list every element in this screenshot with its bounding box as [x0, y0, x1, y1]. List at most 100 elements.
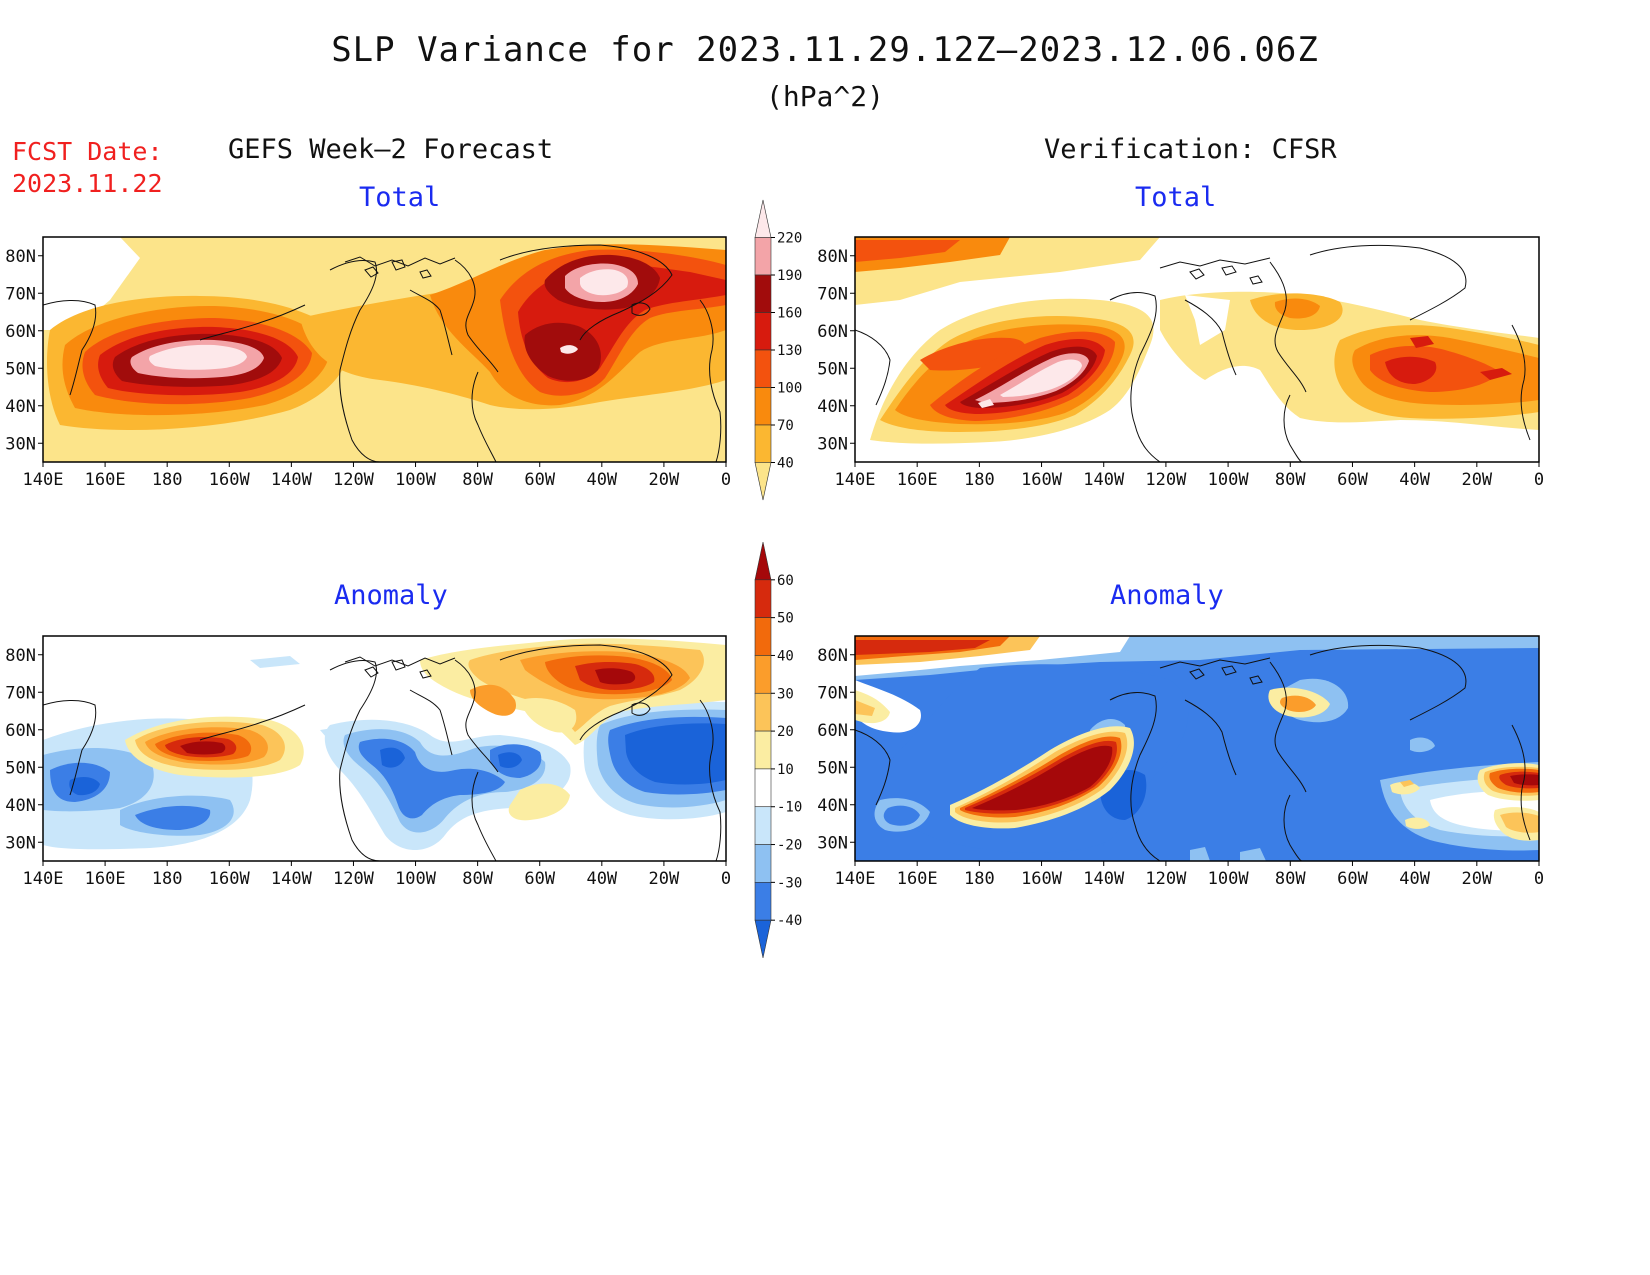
lon-label: 160E — [897, 470, 938, 490]
lat-label: 50N — [817, 758, 848, 778]
map-panel-cfsr-total — [855, 237, 1539, 462]
lon-label: 0 — [1534, 869, 1544, 889]
lon-label: 140W — [271, 470, 313, 490]
lat-label: 80N — [817, 646, 848, 666]
colorbar-label: 60 — [777, 573, 794, 589]
colorbar-swatch — [754, 312, 772, 351]
colorbar-swatch — [754, 541, 772, 581]
axis-group-2: 140E 160E 180 160W 140W 120W 100W 80W 60W 40W 20W 0… — [5, 646, 731, 889]
lon-label: 180 — [964, 470, 995, 490]
map-frame-cfsr-anomaly — [854, 635, 1540, 862]
lon-label: 160E — [85, 869, 126, 889]
lon-label: 40W — [1399, 869, 1430, 889]
lon-label: 100W — [1208, 869, 1250, 889]
colorbar-swatch — [754, 237, 772, 276]
axis-group-1: 140E 160E 180 160W 140W 120W 100W 80W 60W 40W 20W 0… — [817, 247, 1544, 490]
lon-label: 140W — [1083, 470, 1125, 490]
lon-label: 160W — [209, 470, 251, 490]
lon-label: 160W — [1021, 470, 1063, 490]
lon-label: 40W — [586, 869, 617, 889]
panel-subtitle-cfsr-total: Total — [1135, 182, 1217, 213]
map-panel-gefs-anomaly — [43, 636, 726, 861]
forecast-date-value: 2023.11.22 — [12, 169, 163, 198]
lon-label: 160W — [209, 869, 251, 889]
colorbar-label: 160 — [777, 306, 802, 322]
lon-label: 180 — [152, 869, 183, 889]
map-frame-gefs-total — [42, 236, 727, 463]
colorbar-label: 220 — [777, 231, 802, 247]
lon-label: 20W — [1461, 470, 1492, 490]
lat-label: 50N — [5, 758, 36, 778]
lat-label: 60N — [817, 721, 848, 741]
lon-label: 120W — [333, 869, 375, 889]
map-panel-cfsr-anomaly — [855, 636, 1539, 861]
panel-subtitle-gefs-total: Total — [359, 182, 441, 213]
lat-label: 30N — [817, 434, 848, 454]
lat-label: 40N — [817, 796, 848, 816]
lon-label: 80W — [1275, 470, 1306, 490]
lat-label: 60N — [5, 721, 36, 741]
lat-label: 70N — [5, 683, 36, 703]
lon-label: 80W — [1275, 869, 1306, 889]
lat-label: 80N — [817, 247, 848, 267]
colorbar-label: 40 — [777, 648, 794, 664]
colorbar-swatch — [754, 199, 772, 238]
lon-label: 180 — [152, 470, 183, 490]
lat-label: 50N — [817, 359, 848, 379]
colorbar-swatch — [754, 579, 772, 618]
colorbar-label: -10 — [777, 800, 802, 816]
lon-label: 140E — [23, 869, 64, 889]
axis-group-3: 140E 160E 180 160W 140W 120W 100W 80W 60W 40W 20W 0… — [817, 646, 1544, 889]
colorbar-label: 130 — [777, 343, 802, 359]
colorbar-swatch — [754, 424, 772, 463]
colorbar-swatch — [754, 730, 772, 770]
lon-label: 0 — [1534, 470, 1544, 490]
colorbar-swatch — [754, 655, 772, 694]
lon-label: 60W — [1337, 470, 1368, 490]
lat-label: 80N — [5, 247, 36, 267]
lat-label: 60N — [817, 322, 848, 342]
lat-label: 40N — [5, 796, 36, 816]
left-column-title: GEFS Week–2 Forecast — [228, 134, 554, 165]
colorbar-label: 100 — [777, 381, 802, 397]
lat-label: 40N — [5, 397, 36, 417]
lat-label: 50N — [5, 359, 36, 379]
lon-label: 60W — [524, 470, 555, 490]
lat-label: 70N — [817, 683, 848, 703]
colorbar-swatch — [754, 349, 772, 388]
map-axes: 140E 160E 180 160W 140W 120W 100W 80W 60W 40W 20W 0… — [5, 247, 1544, 889]
colorbar-label: -30 — [777, 875, 802, 891]
lon-label: 100W — [395, 470, 437, 490]
units-label: (hPa^2) — [765, 80, 884, 113]
colorbar-label: 20 — [777, 724, 794, 740]
lon-label: 100W — [395, 869, 437, 889]
colorbar-swatch — [754, 617, 772, 656]
lat-label: 80N — [5, 646, 36, 666]
forecast-date-block: FCST Date: 2023.11.22 — [12, 136, 163, 200]
colorbar-total: 40 70 100 130 160 190 220 — [754, 199, 802, 501]
colorbar-swatch — [754, 768, 772, 808]
lon-label: 40W — [1399, 470, 1430, 490]
colorbar-swatch — [754, 806, 772, 845]
lon-label: 20W — [649, 869, 680, 889]
lon-label: 140E — [835, 869, 876, 889]
lon-label: 160E — [85, 470, 126, 490]
map-frame-cfsr-total — [854, 236, 1540, 463]
lon-label: 120W — [1145, 869, 1187, 889]
lon-label: 40W — [586, 470, 617, 490]
forecast-date-label: FCST Date: — [12, 137, 163, 166]
lon-label: 0 — [721, 470, 731, 490]
lon-label: 80W — [462, 470, 493, 490]
lon-label: 120W — [1145, 470, 1187, 490]
lat-label: 70N — [5, 284, 36, 304]
colorbar-label: 30 — [777, 686, 794, 702]
lon-label: 160E — [897, 869, 938, 889]
panel-subtitle-gefs-anomaly: Anomaly — [334, 580, 448, 611]
lon-label: 60W — [524, 869, 555, 889]
lon-label: 60W — [1337, 869, 1368, 889]
lat-label: 40N — [817, 397, 848, 417]
lon-label: 140E — [23, 470, 64, 490]
figure-title: SLP Variance for 2023.11.29.12Z–2023.12.… — [331, 30, 1319, 70]
colorbar-label: -20 — [777, 838, 802, 854]
